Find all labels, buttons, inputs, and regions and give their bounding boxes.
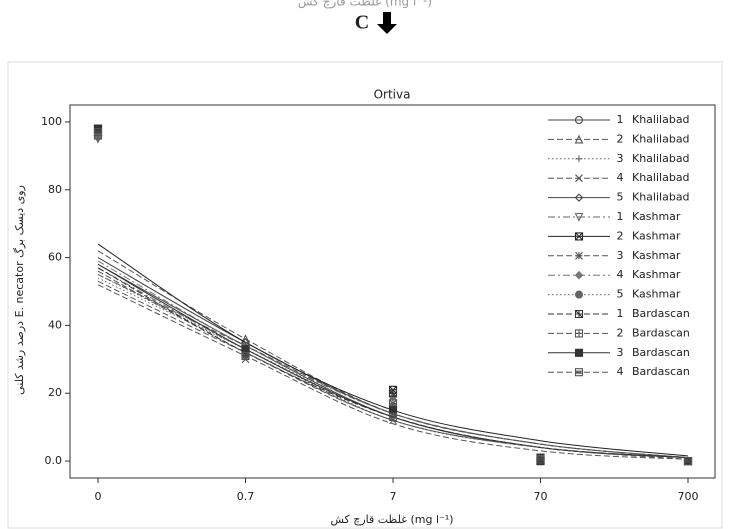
marker (574, 348, 584, 357)
marker (683, 456, 693, 466)
series: 4 Khalilabad (94, 131, 692, 465)
legend-isolate: 5 (617, 288, 624, 301)
legend-isolate: 5 (617, 191, 624, 204)
marker (241, 351, 250, 360)
legend-isolate: 1 (617, 210, 624, 223)
marker (388, 406, 398, 415)
y-tick-label: 40 (48, 318, 62, 331)
marker (575, 155, 583, 163)
legend-name: Kashmar (632, 249, 681, 262)
legend-name: Bardascan (632, 326, 690, 339)
arrow (377, 12, 397, 34)
marker (93, 128, 103, 137)
x-tick-label: 7 (390, 490, 397, 503)
top-caption: غلظت قارچ کش (mg l⁻¹) (298, 0, 432, 10)
x-axis-label: غلظت قارچ کش (mg l⁻¹) (330, 513, 453, 526)
marker (574, 115, 584, 125)
marker (574, 290, 584, 299)
legend-isolate: 1 (617, 113, 624, 126)
marker (575, 174, 583, 183)
legend-name: Khalilabad (632, 171, 690, 184)
marker (574, 232, 584, 241)
legend-isolate: 4 (617, 365, 624, 378)
y-tick-label: 0.0 (45, 454, 63, 467)
panel-frame (7, 61, 723, 529)
x-tick-label: 700 (678, 490, 699, 503)
legend-isolate: 3 (617, 249, 624, 262)
y-tick-label: 100 (41, 115, 62, 128)
marker (574, 270, 584, 280)
series: 1 Bardascan (93, 124, 693, 466)
legend-isolate: 1 (617, 307, 624, 320)
x-tick-label: 0 (95, 490, 102, 503)
legend-name: Kashmar (632, 288, 681, 301)
marker (574, 193, 584, 202)
marker (388, 412, 398, 422)
legend-name: Kashmar (632, 268, 681, 281)
y-tick-label: 60 (48, 251, 62, 264)
legend-name: Khalilabad (632, 113, 690, 126)
chart-title: Ortiva (374, 88, 411, 102)
marker (536, 455, 545, 464)
legend-name: Khalilabad (632, 191, 690, 204)
panel-label: C (355, 12, 369, 34)
legend-isolate: 2 (617, 326, 624, 339)
x-tick-label: 0.7 (237, 490, 255, 503)
marker (241, 345, 250, 354)
marker (683, 456, 693, 466)
legend-name: Khalilabad (632, 152, 690, 165)
legend-isolate: 2 (617, 132, 624, 145)
marker (574, 309, 584, 319)
legend-isolate: 4 (617, 171, 624, 184)
legend-isolate: 3 (617, 346, 624, 359)
legend-isolate: 4 (617, 268, 624, 281)
y-tick-label: 80 (48, 183, 62, 196)
fit-curve (97, 284, 689, 460)
legend-name: Bardascan (632, 365, 690, 378)
legend-name: Kashmar (632, 229, 681, 242)
marker (388, 389, 398, 398)
marker (574, 368, 584, 377)
marker (574, 134, 584, 144)
marker (574, 212, 584, 222)
legend-name: Bardascan (632, 307, 690, 320)
marker (574, 329, 584, 338)
x-tick-label: 70 (534, 490, 548, 503)
marker (575, 251, 583, 260)
y-tick-label: 20 (48, 386, 62, 399)
legend-name: Bardascan (632, 346, 690, 359)
series: 4 Bardascan (93, 128, 693, 466)
y-axis-label: درصد رشد کلنی E. necator روی دیسک برگ (13, 185, 26, 395)
legend-isolate: 3 (617, 152, 624, 165)
legend-name: Kashmar (632, 210, 681, 223)
legend-isolate: 2 (617, 229, 624, 242)
legend-name: Khalilabad (632, 132, 690, 145)
